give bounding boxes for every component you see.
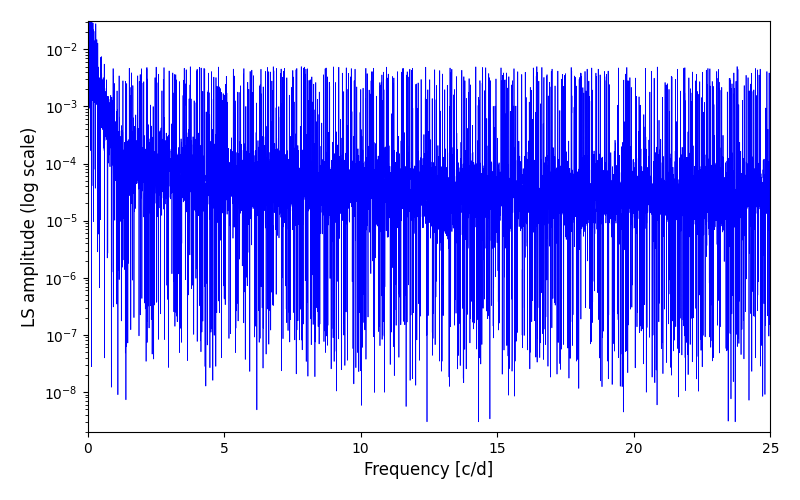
Y-axis label: LS amplitude (log scale): LS amplitude (log scale) (21, 126, 39, 326)
X-axis label: Frequency [c/d]: Frequency [c/d] (364, 461, 494, 479)
